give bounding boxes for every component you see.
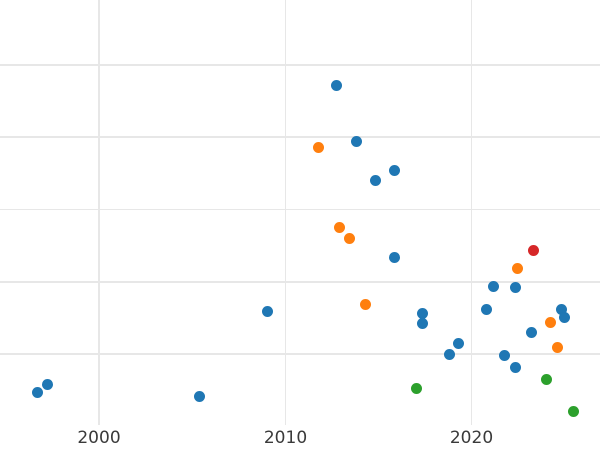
- data-point-series-blue: [330, 79, 342, 91]
- gridline-vertical: [98, 0, 100, 425]
- data-point-series-blue: [369, 174, 381, 186]
- gridline-horizontal: [0, 281, 600, 283]
- gridline-horizontal: [0, 64, 600, 66]
- data-point-series-blue: [388, 251, 400, 263]
- gridline-vertical: [470, 0, 473, 425]
- data-point-series-blue: [350, 135, 362, 147]
- x-tick-label-2020: 2020: [449, 428, 494, 448]
- data-point-series-orange: [359, 298, 371, 310]
- data-point-series-blue: [193, 390, 205, 402]
- data-point-series-green: [540, 373, 552, 385]
- data-point-series-blue: [41, 378, 53, 390]
- data-point-series-blue: [261, 305, 273, 317]
- data-point-series-blue: [388, 164, 400, 176]
- data-point-series-blue: [443, 348, 455, 360]
- data-point-series-blue: [498, 349, 510, 361]
- data-point-series-orange: [333, 221, 345, 233]
- data-point-series-orange: [343, 232, 355, 244]
- data-point-series-orange: [511, 262, 523, 274]
- data-point-series-blue: [525, 326, 537, 338]
- data-point-series-blue: [558, 311, 570, 323]
- data-point-series-blue: [487, 280, 499, 292]
- x-tick-label-2000: 2000: [77, 428, 121, 448]
- data-point-series-orange: [312, 141, 324, 153]
- data-point-series-blue: [452, 337, 464, 349]
- data-point-series-green: [567, 405, 579, 417]
- gridline-vertical: [284, 0, 287, 425]
- data-point-series-orange: [551, 341, 563, 353]
- data-point-series-green: [410, 382, 422, 394]
- data-point-series-blue: [509, 281, 521, 293]
- gridline-horizontal: [0, 136, 600, 138]
- gridline-horizontal: [0, 353, 600, 355]
- data-point-series-red: [527, 244, 539, 256]
- data-point-series-blue: [31, 386, 43, 398]
- data-point-series-blue: [416, 317, 428, 329]
- data-point-series-blue: [480, 303, 492, 315]
- data-point-series-blue: [555, 303, 567, 315]
- data-point-series-blue: [416, 307, 428, 319]
- x-tick-label-2010: 2010: [263, 428, 308, 448]
- data-point-series-orange: [544, 316, 556, 328]
- data-point-series-blue: [509, 361, 521, 373]
- gridline-horizontal: [0, 208, 600, 211]
